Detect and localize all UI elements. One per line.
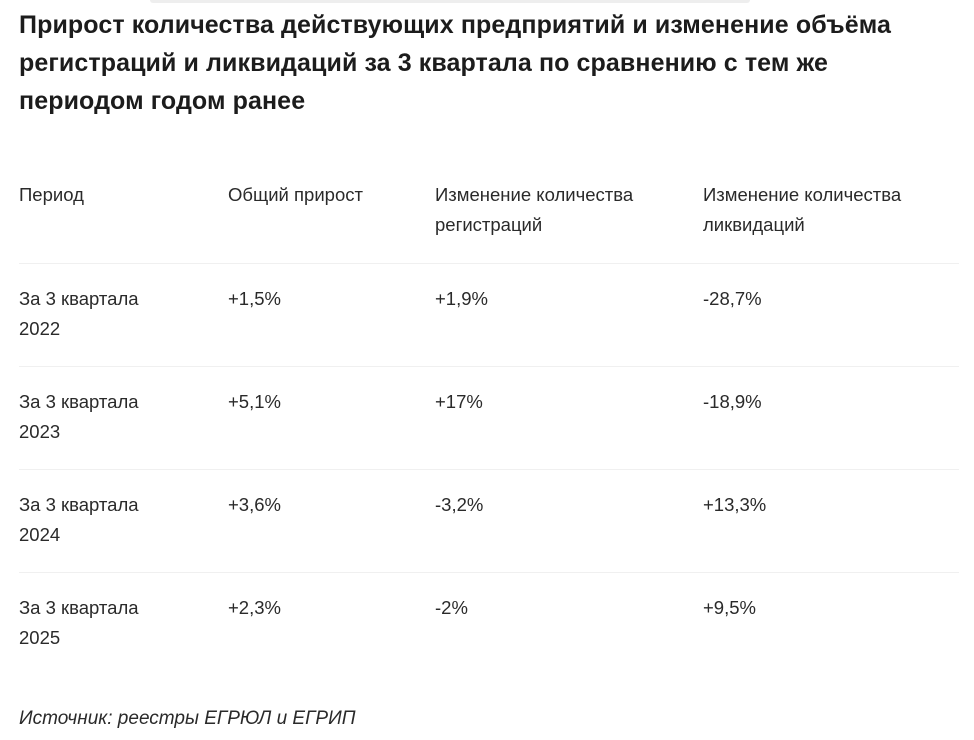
column-header-liquidations: Изменение количества ликвидаций bbox=[703, 184, 902, 235]
liquidations-cell: -28,7% bbox=[703, 288, 762, 309]
total-cell: +2,3% bbox=[228, 597, 281, 618]
registrations-cell: +1,9% bbox=[435, 288, 488, 309]
period-label: За 3 квартала 2024 bbox=[19, 494, 139, 545]
period-label: За 3 квартала 2023 bbox=[19, 391, 139, 442]
liquidations-cell: +13,3% bbox=[703, 494, 767, 515]
top-strip bbox=[150, 0, 750, 3]
period-label: За 3 квартала 2025 bbox=[19, 597, 139, 648]
registrations-cell: -3,2% bbox=[435, 494, 484, 515]
period-cell: За 3 квартала 2023 bbox=[19, 387, 228, 469]
column-header-period: Период bbox=[19, 184, 84, 205]
column-header-total: Общий прирост bbox=[228, 184, 363, 205]
total-cell: +1,5% bbox=[228, 288, 281, 309]
total-cell: +3,6% bbox=[228, 494, 281, 515]
registrations-cell: -2% bbox=[435, 597, 468, 618]
table-header-row: Период Общий прирост Изменение количеств… bbox=[19, 180, 959, 264]
table-row: За 3 квартала 2025 +2,3% -2% +9,5% bbox=[19, 573, 959, 676]
table-row: За 3 квартала 2023 +5,1% +17% -18,9% bbox=[19, 367, 959, 470]
liquidations-cell: -18,9% bbox=[703, 391, 762, 412]
liquidations-cell: +9,5% bbox=[703, 597, 756, 618]
period-cell: За 3 квартала 2022 bbox=[19, 284, 228, 366]
source-note: Источник: реестры ЕГРЮЛ и ЕГРИП bbox=[19, 708, 356, 729]
registrations-cell: +17% bbox=[435, 391, 483, 412]
data-table: Период Общий прирост Изменение количеств… bbox=[19, 180, 959, 676]
table-row: За 3 квартала 2022 +1,5% +1,9% -28,7% bbox=[19, 264, 959, 367]
page-title: Прирост количества действующих предприят… bbox=[19, 11, 892, 115]
period-cell: За 3 квартала 2024 bbox=[19, 490, 228, 572]
column-header-registrations: Изменение количества регистраций bbox=[435, 184, 634, 235]
table-row: За 3 квартала 2024 +3,6% -3,2% +13,3% bbox=[19, 470, 959, 573]
total-cell: +5,1% bbox=[228, 391, 281, 412]
period-label: За 3 квартала 2022 bbox=[19, 288, 139, 339]
period-cell: За 3 квартала 2025 bbox=[19, 593, 228, 676]
